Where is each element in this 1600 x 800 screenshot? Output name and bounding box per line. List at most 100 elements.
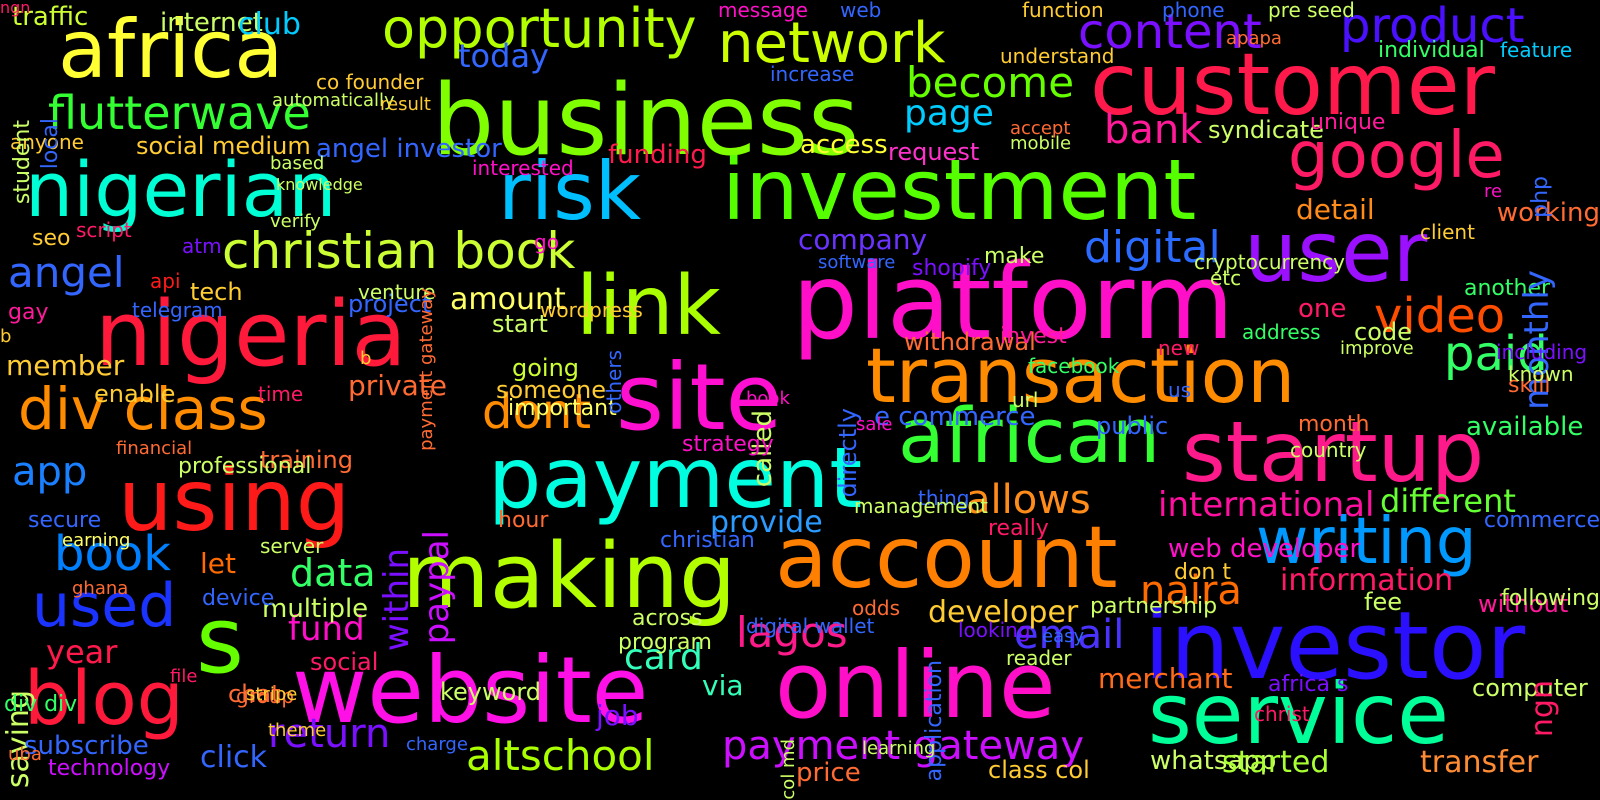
- word-stripe: stripe: [246, 684, 298, 705]
- word-dont: dont: [482, 384, 592, 440]
- word-invest: invest: [1000, 324, 1067, 349]
- word-digital-wallet: digital wallet: [746, 614, 875, 638]
- word-site: site: [616, 344, 783, 451]
- word-etc: etc: [1210, 266, 1242, 290]
- word-payment-gateway: payment gateway: [416, 288, 437, 451]
- word-let: let: [200, 547, 236, 580]
- word-unique: unique: [1310, 110, 1386, 135]
- word-div-div: div div: [4, 692, 78, 717]
- word-nigeria: nigeria: [95, 282, 407, 387]
- word-traffic: traffic: [12, 2, 89, 32]
- word-subscribe: subscribe: [24, 731, 149, 761]
- word-someone: someone: [496, 376, 606, 404]
- word-app: app: [12, 449, 88, 495]
- word-risk: risk: [498, 145, 642, 238]
- word-commerce: commerce: [1483, 508, 1600, 533]
- word-multiple: multiple: [262, 594, 369, 624]
- word-div-class: div class: [18, 375, 268, 443]
- word-enable: enable: [94, 380, 176, 408]
- word-investor: investor: [1144, 592, 1526, 701]
- word-start: start: [492, 310, 548, 338]
- word-using: using: [118, 451, 351, 551]
- word-company: company: [798, 223, 928, 256]
- word-verify: verify: [270, 211, 321, 232]
- word-don-t: don t: [1174, 560, 1231, 585]
- word-understand: understand: [1000, 44, 1115, 68]
- word-learning: learning: [862, 738, 936, 759]
- word-reader: reader: [1006, 646, 1072, 670]
- word-partnership: partnership: [1090, 594, 1218, 619]
- word-user: user: [1244, 203, 1428, 301]
- word-used: used: [32, 571, 177, 641]
- word-network: network: [718, 11, 946, 76]
- word-s: s: [196, 587, 244, 694]
- word-started: started: [1222, 745, 1330, 780]
- word-seo: seo: [32, 226, 71, 251]
- word-blog: blog: [24, 656, 184, 742]
- word-country: country: [1290, 438, 1367, 462]
- word-telegram: telegram: [132, 298, 223, 322]
- word-professional: professional: [178, 454, 312, 479]
- word-content: content: [1078, 4, 1262, 60]
- word-client: client: [1420, 220, 1475, 244]
- word-within: within: [377, 548, 417, 652]
- word-venture: venture: [358, 280, 436, 304]
- word-available: available: [1466, 412, 1584, 442]
- word-api: api: [150, 269, 181, 293]
- word-device: device: [202, 586, 275, 611]
- word-via: via: [702, 669, 744, 702]
- word-theme: theme: [268, 720, 327, 741]
- word-email: email: [1014, 612, 1125, 658]
- word-one: one: [1298, 294, 1347, 324]
- word-php: php: [1528, 176, 1553, 218]
- word-secure: secure: [28, 508, 102, 533]
- word-altschool: altschool: [466, 731, 655, 780]
- word-improve: improve: [1340, 338, 1414, 359]
- word-startup: startup: [1182, 403, 1485, 501]
- word-access: access: [800, 130, 888, 160]
- word-google: google: [1288, 119, 1505, 193]
- word-transaction: transaction: [866, 331, 1296, 420]
- word-book: book: [746, 388, 790, 409]
- word-africa: africa: [58, 3, 284, 96]
- word-go: go: [534, 230, 559, 254]
- word-phone: phone: [1162, 0, 1225, 22]
- word-co-founder: co founder: [316, 70, 424, 94]
- word-tech: tech: [190, 278, 243, 306]
- word-anyone: anyone: [10, 130, 84, 154]
- word-class-col: class col: [988, 756, 1090, 784]
- word-making: making: [402, 524, 737, 629]
- word-social: social: [310, 648, 379, 676]
- word-including: including: [1496, 340, 1588, 364]
- word-customer: customer: [1090, 35, 1495, 135]
- word-angel: angel: [8, 248, 125, 297]
- word-skill: skill: [1508, 373, 1551, 398]
- word-year: year: [46, 633, 118, 671]
- word-withdrawal: withdrawal: [904, 328, 1036, 356]
- word-another: another: [1464, 276, 1551, 301]
- word-christian-book: christian book: [222, 222, 576, 280]
- word-earning: earning: [62, 530, 131, 551]
- word-become: become: [906, 58, 1075, 107]
- word-digital: digital: [1084, 222, 1221, 273]
- word-result: result: [380, 94, 431, 115]
- word-increase: increase: [770, 62, 855, 86]
- word-individual: individual: [1378, 38, 1485, 63]
- word-function: function: [1022, 0, 1104, 22]
- word-information: information: [1280, 563, 1454, 598]
- word-ngn: ngn: [0, 0, 31, 17]
- word-re: re: [1484, 181, 1503, 202]
- word-social-medium: social medium: [136, 132, 311, 160]
- word-sale: sale: [856, 414, 893, 435]
- word-fee: fee: [1364, 588, 1402, 616]
- word-pre-seed: pre seed: [1268, 0, 1355, 22]
- word-important: important: [508, 396, 617, 421]
- word-platform: platform: [792, 241, 1234, 363]
- word-student: student: [10, 120, 35, 205]
- word-url: url: [1012, 388, 1039, 412]
- word-investment: investment: [722, 141, 1197, 239]
- word-christ: christ: [1254, 702, 1310, 726]
- word-paid: paid: [1444, 326, 1548, 382]
- word-software: software: [818, 252, 896, 273]
